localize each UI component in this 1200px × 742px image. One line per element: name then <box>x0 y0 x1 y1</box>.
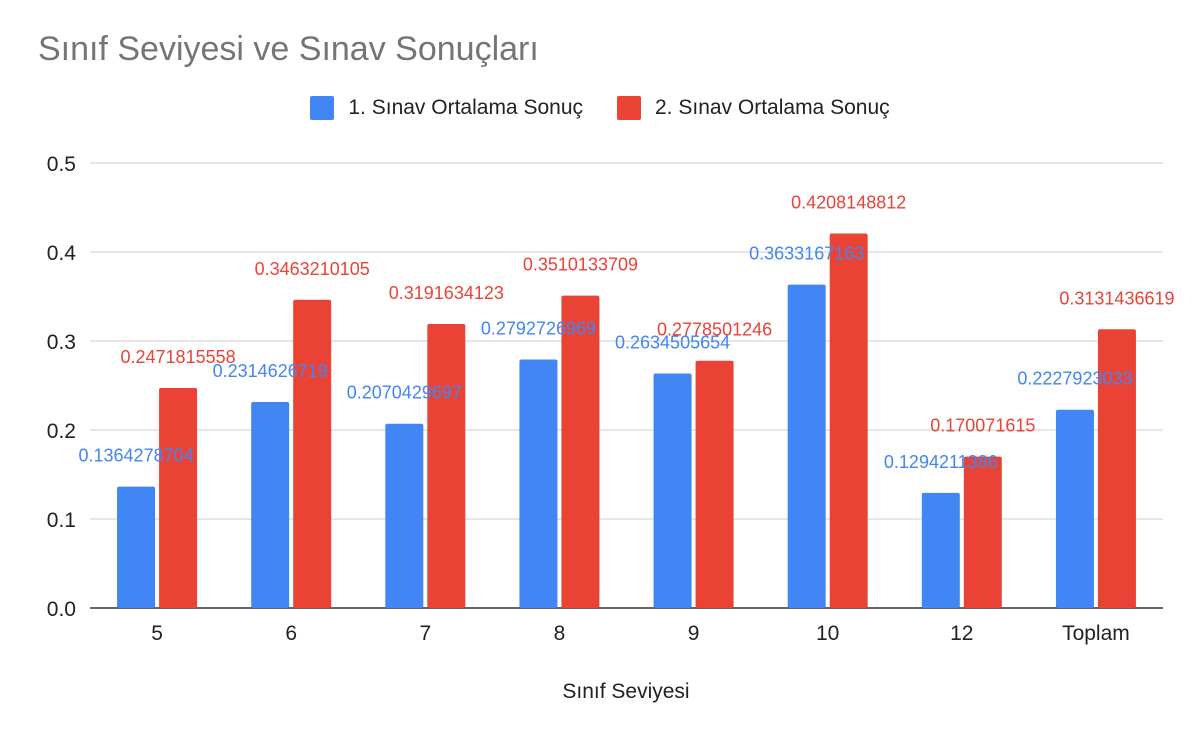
y-tick-label: 0.5 <box>47 153 76 176</box>
y-tick-label: 0.2 <box>47 420 76 443</box>
undefined <box>787 284 826 608</box>
undefined <box>293 299 332 608</box>
undefined <box>1055 409 1094 608</box>
x-axis-title: Sınıf Seviyesi <box>562 680 690 703</box>
data-label: 0.2471815558 <box>121 347 236 367</box>
x-tick-label: 7 <box>419 622 431 645</box>
x-tick-label: 10 <box>816 622 839 645</box>
data-label: 0.3131436619 <box>1059 288 1174 308</box>
y-tick-label: 0.0 <box>47 598 76 621</box>
data-label: 0.1294211386 <box>884 452 998 472</box>
x-tick-label: 5 <box>151 622 163 645</box>
undefined <box>385 423 424 608</box>
data-label: 0.2227923033 <box>1017 369 1132 389</box>
x-tick-label: 6 <box>285 622 297 645</box>
data-label: 0.3633167163 <box>749 244 864 264</box>
undefined <box>1097 329 1136 608</box>
undefined <box>695 360 734 608</box>
legend-item-series-2[interactable]: 2. Sınav Ortalama Sonuç <box>617 96 890 120</box>
undefined <box>561 295 600 608</box>
data-label: 0.2634505654 <box>615 333 730 353</box>
legend-label-series-2: 2. Sınav Ortalama Sonuç <box>655 96 890 119</box>
data-label: 0.170071615 <box>930 416 1035 436</box>
undefined <box>117 486 156 608</box>
undefined <box>159 388 198 608</box>
y-tick-label: 0.4 <box>47 242 77 265</box>
data-label: 0.1364278704 <box>79 446 194 466</box>
data-label: 0.4208148812 <box>791 192 906 212</box>
undefined <box>519 359 558 608</box>
legend-swatch-series-2 <box>617 96 641 120</box>
x-tick-label: 12 <box>950 622 973 645</box>
x-tick-label: 8 <box>554 622 566 645</box>
y-tick-label: 0.3 <box>47 331 76 354</box>
x-tick-label: Toplam <box>1062 622 1130 645</box>
undefined <box>251 401 290 608</box>
y-tick-label: 0.1 <box>47 509 76 532</box>
data-label: 0.2792726969 <box>481 318 596 338</box>
data-label: 0.2778501246 <box>657 320 772 340</box>
x-tick-label: 9 <box>688 622 700 645</box>
data-label: 0.3191634123 <box>389 283 504 303</box>
undefined <box>427 323 466 608</box>
legend-swatch-series-1 <box>310 96 335 120</box>
undefined <box>829 233 868 608</box>
data-label: 0.3463210105 <box>255 259 370 279</box>
data-label: 0.3510133709 <box>523 255 638 275</box>
chart-title: Sınıf Seviyesi ve Sınav Sonuçları <box>38 30 539 68</box>
undefined <box>921 492 960 608</box>
legend-label-series-1: 1. Sınav Ortalama Sonuç <box>348 96 583 119</box>
data-label: 0.2314626719 <box>213 361 328 381</box>
legend: 1. Sınav Ortalama Sonuç 2. Sınav Ortalam… <box>0 96 1200 120</box>
data-label: 0.2070429697 <box>347 383 462 403</box>
undefined <box>653 373 692 608</box>
legend-item-series-1[interactable]: 1. Sınav Ortalama Sonuç <box>310 96 583 120</box>
undefined <box>963 456 1002 608</box>
